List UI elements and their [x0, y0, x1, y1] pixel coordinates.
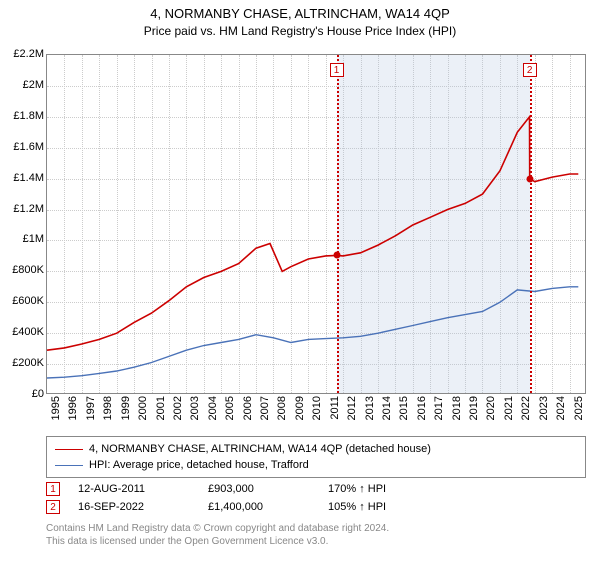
sales-row: 1 12-AUG-2011£903,000170% ↑ HPI [46, 480, 448, 498]
ytick-label: £1M [23, 233, 44, 245]
legend-swatch [55, 465, 83, 466]
ytick-label: £1.6M [13, 141, 44, 153]
xtick-label: 1995 [50, 396, 62, 420]
xtick-label: 2024 [555, 396, 567, 420]
legend-row: 4, NORMANBY CHASE, ALTRINCHAM, WA14 4QP … [55, 441, 577, 457]
xtick-label: 2005 [224, 396, 236, 420]
sale-pct: 105% ↑ HPI [328, 501, 448, 513]
ytick-label: £800K [12, 264, 44, 276]
series-line [47, 117, 578, 350]
sale-marker-inline: 1 [46, 482, 60, 496]
ytick-label: £1.2M [13, 203, 44, 215]
page-title: 4, NORMANBY CHASE, ALTRINCHAM, WA14 4QP [0, 6, 600, 21]
series-line [47, 287, 578, 378]
xtick-label: 2022 [520, 396, 532, 420]
ytick-label: £2M [23, 79, 44, 91]
ytick-label: £200K [12, 357, 44, 369]
xtick-label: 2020 [485, 396, 497, 420]
chart-plot [47, 55, 585, 393]
xtick-label: 2012 [346, 396, 358, 420]
xtick-label: 2025 [573, 396, 585, 420]
sale-date: 16-SEP-2022 [78, 501, 208, 513]
xtick-label: 2018 [451, 396, 463, 420]
footer-line1: Contains HM Land Registry data © Crown c… [46, 522, 389, 535]
xtick-label: 2014 [381, 396, 393, 420]
xtick-label: 2000 [137, 396, 149, 420]
xtick-label: 1998 [102, 396, 114, 420]
sale-price: £903,000 [208, 483, 328, 495]
legend-row: HPI: Average price, detached house, Traf… [55, 457, 577, 473]
xtick-label: 2010 [311, 396, 323, 420]
xtick-label: 2011 [329, 396, 341, 420]
xtick-label: 2019 [468, 396, 480, 420]
sales-row: 2 16-SEP-2022£1,400,000105% ↑ HPI [46, 498, 448, 516]
ytick-label: £0 [32, 388, 44, 400]
xtick-label: 2003 [189, 396, 201, 420]
ytick-label: £400K [12, 326, 44, 338]
xtick-label: 1999 [120, 396, 132, 420]
ytick-label: £2.2M [13, 48, 44, 60]
sale-date: 12-AUG-2011 [78, 483, 208, 495]
sale-dot [333, 252, 340, 259]
sale-marker-inline: 2 [46, 500, 60, 514]
xtick-label: 1996 [67, 396, 79, 420]
ytick-label: £600K [12, 295, 44, 307]
sale-vline [530, 55, 532, 393]
legend-label: 4, NORMANBY CHASE, ALTRINCHAM, WA14 4QP … [89, 443, 431, 455]
xtick-label: 2004 [207, 396, 219, 420]
ytick-label: £1.4M [13, 172, 44, 184]
xtick-label: 1997 [85, 396, 97, 420]
legend-label: HPI: Average price, detached house, Traf… [89, 459, 309, 471]
sales-table: 1 12-AUG-2011£903,000170% ↑ HPI 2 16-SEP-20… [46, 480, 448, 516]
footer-line2: This data is licensed under the Open Gov… [46, 535, 389, 548]
sale-pct: 170% ↑ HPI [328, 483, 448, 495]
sale-marker-box: 1 [330, 63, 344, 77]
xtick-label: 2021 [503, 396, 515, 420]
xtick-label: 2015 [398, 396, 410, 420]
legend: 4, NORMANBY CHASE, ALTRINCHAM, WA14 4QP … [46, 436, 586, 478]
sale-marker-box: 2 [523, 63, 537, 77]
xtick-label: 2001 [155, 396, 167, 420]
xtick-label: 2016 [416, 396, 428, 420]
legend-swatch [55, 449, 83, 450]
sale-price: £1,400,000 [208, 501, 328, 513]
page-subtitle: Price paid vs. HM Land Registry's House … [0, 24, 600, 38]
xtick-label: 2007 [259, 396, 271, 420]
footer: Contains HM Land Registry data © Crown c… [46, 522, 389, 548]
xtick-label: 2009 [294, 396, 306, 420]
xtick-label: 2002 [172, 396, 184, 420]
ytick-label: £1.8M [13, 110, 44, 122]
xtick-label: 2017 [433, 396, 445, 420]
sale-vline [337, 55, 339, 393]
sale-dot [526, 175, 533, 182]
xtick-label: 2013 [364, 396, 376, 420]
xtick-label: 2023 [538, 396, 550, 420]
chart: 12 [46, 54, 586, 394]
xtick-label: 2006 [242, 396, 254, 420]
xtick-label: 2008 [276, 396, 288, 420]
